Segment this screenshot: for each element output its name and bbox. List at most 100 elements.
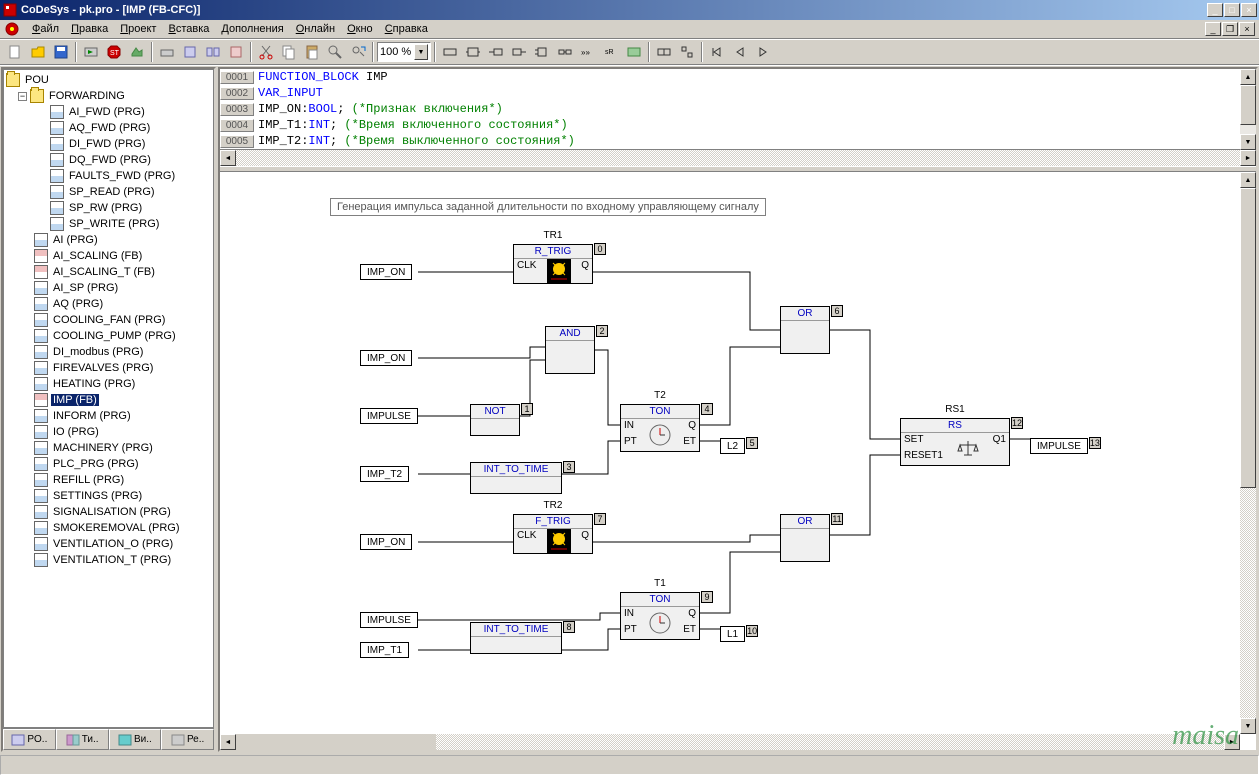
tree-item[interactable]: SP_READ (PRG) (6, 184, 211, 200)
scroll-down-icon[interactable]: ▼ (1240, 718, 1256, 734)
menu-окно[interactable]: Окно (341, 21, 379, 37)
variable-box[interactable]: L110 (720, 626, 745, 642)
declaration-pane[interactable]: 0001FUNCTION_BLOCK IMP0002VAR_INPUT0003 … (220, 69, 1240, 150)
mdi-restore-button[interactable]: ❐ (1222, 22, 1238, 36)
variable-box[interactable]: IMPULSE (360, 612, 418, 628)
function-block-ton[interactable]: T19TONINPTQET (620, 592, 700, 640)
cfc-btn-2[interactable] (462, 41, 484, 63)
input-pin[interactable] (546, 357, 552, 373)
tree-item[interactable]: MACHINERY (PRG) (6, 440, 211, 456)
scroll-right-icon[interactable]: ► (1224, 734, 1240, 750)
output-pin[interactable] (588, 341, 594, 357)
diagram-vscrollbar[interactable]: ▲ ▼ (1240, 172, 1256, 734)
nav-first-button[interactable] (706, 41, 728, 63)
code-line[interactable]: 0001FUNCTION_BLOCK IMP (220, 69, 1240, 85)
tree-item[interactable]: SMOKEREMOVAL (PRG) (6, 520, 211, 536)
cfc-btn-4[interactable] (508, 41, 530, 63)
save-button[interactable] (50, 41, 72, 63)
function-block-f_trig[interactable]: TR27F_TRIGCLKQ (513, 514, 593, 554)
tab-pou[interactable]: PO.. (3, 729, 56, 750)
menu-правка[interactable]: Правка (65, 21, 114, 37)
input-pin[interactable]: IN (621, 607, 640, 623)
output-pin[interactable]: Q (578, 529, 592, 545)
find-next-button[interactable] (347, 41, 369, 63)
tree-item[interactable]: REFILL (PRG) (6, 472, 211, 488)
scroll-up-icon[interactable]: ▲ (1240, 172, 1256, 188)
tree-folder[interactable]: −FORWARDING (6, 88, 211, 104)
variable-box[interactable]: IMP_T1 (360, 642, 409, 658)
cut-button[interactable] (255, 41, 277, 63)
cfc-btn-11[interactable] (676, 41, 698, 63)
output-pin[interactable] (823, 321, 829, 337)
tab-types[interactable]: Ти.. (56, 729, 109, 750)
decl-hscrollbar[interactable]: ◄► (220, 150, 1256, 166)
tb-btn-1[interactable] (156, 41, 178, 63)
output-pin[interactable] (513, 419, 519, 435)
function-block-int_to_time[interactable]: 3INT_TO_TIME (470, 462, 562, 494)
tree-item[interactable]: COOLING_PUMP (PRG) (6, 328, 211, 344)
variable-box[interactable]: IMPULSE13 (1030, 438, 1088, 454)
cfc-btn-9[interactable] (623, 41, 645, 63)
tree-item[interactable]: DI_modbus (PRG) (6, 344, 211, 360)
tree-item[interactable]: VENTILATION_O (PRG) (6, 536, 211, 552)
output-pin[interactable]: Q (680, 419, 699, 435)
tb-btn-2[interactable] (179, 41, 201, 63)
cfc-btn-3[interactable] (485, 41, 507, 63)
stop-button[interactable]: ST (103, 41, 125, 63)
tree-root[interactable]: POU (6, 72, 211, 88)
variable-box[interactable]: IMPULSE (360, 408, 418, 424)
output-pin[interactable] (823, 529, 829, 545)
input-pin[interactable]: RESET1 (901, 449, 946, 465)
scroll-up-icon[interactable]: ▲ (1240, 69, 1256, 85)
input-pin[interactable]: PT (621, 623, 640, 639)
scroll-left-icon[interactable]: ◄ (220, 150, 236, 166)
variable-box[interactable]: IMP_T2 (360, 466, 409, 482)
input-pin[interactable] (781, 529, 787, 545)
menu-дополнения[interactable]: Дополнения (215, 21, 289, 37)
tree-item[interactable]: SP_RW (PRG) (6, 200, 211, 216)
tree-item[interactable]: INFORM (PRG) (6, 408, 211, 424)
cfc-btn-6[interactable] (554, 41, 576, 63)
comment-box[interactable]: Генерация импульса заданной длительности… (330, 198, 766, 216)
scroll-thumb[interactable] (236, 734, 436, 750)
variable-box[interactable]: IMP_ON (360, 350, 412, 366)
menu-справка[interactable]: Справка (379, 21, 434, 37)
tree-item[interactable]: AI_SP (PRG) (6, 280, 211, 296)
input-pin[interactable] (471, 637, 477, 653)
function-block-or[interactable]: 11OR (780, 514, 830, 562)
tree-item[interactable]: DI_FWD (PRG) (6, 136, 211, 152)
output-pin[interactable]: Q (680, 607, 699, 623)
input-pin[interactable]: IN (621, 419, 640, 435)
code-line[interactable]: 0004 IMP_T1:INT; (*Время включенного сос… (220, 117, 1240, 133)
tree-item[interactable]: FAULTS_FWD (PRG) (6, 168, 211, 184)
tb-btn-4[interactable] (225, 41, 247, 63)
tree-item[interactable]: HEATING (PRG) (6, 376, 211, 392)
input-pin[interactable]: PT (621, 435, 640, 451)
close-button[interactable]: × (1241, 3, 1257, 17)
tree-item[interactable]: SIGNALISATION (PRG) (6, 504, 211, 520)
output-pin[interactable] (555, 637, 561, 653)
find-button[interactable] (324, 41, 346, 63)
scroll-right-icon[interactable]: ► (1240, 150, 1256, 166)
output-pin[interactable]: ET (680, 435, 699, 451)
input-pin[interactable] (546, 341, 552, 357)
menu-вставка[interactable]: Вставка (162, 21, 215, 37)
scroll-thumb[interactable] (1240, 85, 1256, 125)
run-button[interactable] (80, 41, 102, 63)
tree-item[interactable]: IO (PRG) (6, 424, 211, 440)
input-pin[interactable]: SET (901, 433, 946, 449)
nav-prev-button[interactable] (729, 41, 751, 63)
tree-item[interactable]: SP_WRITE (PRG) (6, 216, 211, 232)
build-button[interactable] (126, 41, 148, 63)
input-pin[interactable]: CLK (514, 259, 539, 275)
tab-res[interactable]: Ре.. (161, 729, 214, 750)
function-block-not[interactable]: 1NOT (470, 404, 520, 436)
input-pin[interactable] (781, 545, 787, 561)
cfc-btn-5[interactable] (531, 41, 553, 63)
zoom-combo[interactable]: 100 %▼ (377, 42, 431, 62)
pou-tree[interactable]: POU −FORWARDING AI_FWD (PRG)AQ_FWD (PRG)… (3, 69, 214, 728)
mdi-close-button[interactable]: × (1239, 22, 1255, 36)
function-block-or[interactable]: 6OR (780, 306, 830, 354)
variable-box[interactable]: IMP_ON (360, 534, 412, 550)
scroll-down-icon[interactable]: ▼ (1240, 134, 1256, 150)
